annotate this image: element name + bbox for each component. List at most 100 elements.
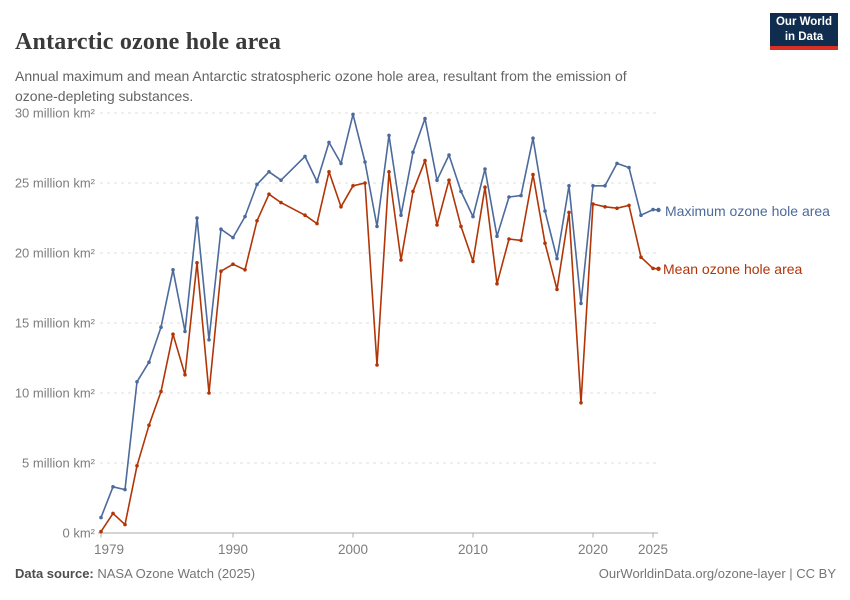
data-point-mean[interactable] bbox=[183, 373, 187, 377]
data-point-maximum[interactable] bbox=[315, 179, 319, 184]
data-point-mean[interactable] bbox=[267, 192, 271, 196]
data-point-maximum[interactable] bbox=[363, 160, 367, 164]
data-point-maximum[interactable] bbox=[327, 140, 331, 145]
data-point-mean[interactable] bbox=[99, 529, 103, 534]
legend-label-mean[interactable]: Mean ozone hole area bbox=[663, 261, 803, 277]
data-point-maximum[interactable] bbox=[531, 136, 535, 140]
data-point-mean[interactable] bbox=[531, 172, 535, 177]
data-point-mean[interactable] bbox=[495, 282, 499, 286]
data-point-mean[interactable] bbox=[459, 224, 463, 229]
data-point-maximum[interactable] bbox=[411, 150, 415, 154]
data-point-mean[interactable] bbox=[387, 170, 391, 174]
data-point-mean[interactable] bbox=[135, 464, 139, 468]
data-point-maximum[interactable] bbox=[267, 170, 271, 174]
data-point-maximum[interactable] bbox=[159, 325, 163, 330]
data-point-mean[interactable] bbox=[615, 206, 619, 210]
data-point-maximum[interactable] bbox=[279, 178, 283, 182]
data-point-maximum[interactable] bbox=[183, 329, 187, 334]
data-point-mean[interactable] bbox=[363, 181, 367, 185]
data-point-mean[interactable] bbox=[207, 391, 211, 395]
data-point-maximum[interactable] bbox=[471, 214, 475, 219]
data-point-maximum[interactable] bbox=[99, 515, 103, 520]
data-point-mean[interactable] bbox=[303, 213, 307, 217]
data-point-mean[interactable] bbox=[243, 268, 247, 272]
data-point-mean[interactable] bbox=[411, 189, 415, 194]
data-point-mean[interactable] bbox=[159, 389, 163, 394]
data-point-maximum[interactable] bbox=[507, 195, 511, 199]
data-point-maximum[interactable] bbox=[255, 182, 259, 187]
data-point-maximum[interactable] bbox=[231, 235, 235, 240]
data-point-maximum[interactable] bbox=[387, 133, 391, 138]
data-point-mean[interactable] bbox=[327, 170, 331, 174]
data-point-mean[interactable] bbox=[171, 332, 175, 337]
data-point-maximum[interactable] bbox=[351, 112, 355, 117]
data-point-maximum[interactable] bbox=[303, 154, 307, 159]
mean-line[interactable] bbox=[100, 159, 654, 533]
data-point-mean[interactable] bbox=[423, 158, 427, 163]
data-point-maximum[interactable] bbox=[243, 214, 247, 219]
data-point-maximum[interactable] bbox=[555, 256, 559, 261]
data-point-mean[interactable] bbox=[339, 205, 343, 209]
data-point-maximum[interactable] bbox=[591, 184, 595, 188]
data-point-mean[interactable] bbox=[627, 203, 631, 208]
data-point-maximum[interactable] bbox=[423, 116, 427, 121]
data-point-mean[interactable] bbox=[315, 221, 319, 226]
data-point-maximum[interactable] bbox=[375, 224, 379, 229]
data-point-mean[interactable] bbox=[219, 269, 223, 274]
data-point-mean[interactable] bbox=[123, 522, 127, 527]
data-point-maximum[interactable] bbox=[579, 301, 583, 306]
data-point-mean[interactable] bbox=[279, 200, 283, 205]
data-point-maximum[interactable] bbox=[447, 153, 451, 157]
data-point-mean[interactable] bbox=[591, 202, 595, 206]
data-point-mean[interactable] bbox=[507, 237, 511, 241]
data-point-maximum[interactable] bbox=[147, 360, 151, 365]
data-point-mean[interactable] bbox=[639, 255, 643, 259]
x-axis-tick-label: 2020 bbox=[578, 542, 608, 557]
data-point-maximum[interactable] bbox=[543, 209, 547, 213]
data-point-maximum[interactable] bbox=[639, 213, 643, 217]
data-point-mean[interactable] bbox=[255, 219, 259, 223]
data-point-maximum[interactable] bbox=[435, 178, 439, 182]
data-point-maximum[interactable] bbox=[483, 167, 487, 171]
data-point-mean[interactable] bbox=[147, 423, 151, 428]
data-point-maximum[interactable] bbox=[459, 189, 463, 194]
data-point-maximum[interactable] bbox=[495, 234, 499, 238]
data-point-mean[interactable] bbox=[567, 210, 571, 215]
data-point-maximum[interactable] bbox=[195, 216, 199, 220]
data-point-maximum[interactable] bbox=[603, 184, 607, 188]
data-point-maximum[interactable] bbox=[567, 184, 571, 188]
data-point-mean[interactable] bbox=[471, 259, 475, 264]
data-point-mean[interactable] bbox=[603, 205, 607, 209]
maximum-line[interactable] bbox=[100, 113, 654, 519]
citation-link[interactable]: OurWorldinData.org/ozone-layer | CC BY bbox=[598, 566, 836, 581]
data-point-mean[interactable] bbox=[579, 401, 583, 405]
data-point-mean[interactable] bbox=[351, 184, 355, 188]
legend-dot-mean[interactable] bbox=[656, 266, 661, 271]
data-point-mean[interactable] bbox=[375, 363, 379, 367]
legend-label-maximum[interactable]: Maximum ozone hole area bbox=[665, 203, 830, 219]
data-point-mean[interactable] bbox=[555, 287, 559, 292]
owid-logo[interactable]: Our World in Data bbox=[770, 13, 838, 50]
data-point-mean[interactable] bbox=[231, 262, 235, 267]
data-point-maximum[interactable] bbox=[519, 193, 523, 198]
data-point-maximum[interactable] bbox=[207, 338, 211, 342]
data-point-mean[interactable] bbox=[195, 261, 199, 265]
data-point-mean[interactable] bbox=[111, 511, 115, 516]
data-point-mean[interactable] bbox=[435, 223, 439, 227]
data-point-maximum[interactable] bbox=[399, 213, 403, 217]
legend-dot-maximum[interactable] bbox=[656, 207, 661, 213]
data-point-maximum[interactable] bbox=[135, 380, 139, 384]
data-point-mean[interactable] bbox=[483, 185, 487, 189]
data-point-mean[interactable] bbox=[447, 178, 451, 182]
data-point-maximum[interactable] bbox=[111, 485, 115, 489]
data-point-maximum[interactable] bbox=[339, 161, 343, 166]
data-point-mean[interactable] bbox=[399, 258, 403, 262]
data-point-maximum[interactable] bbox=[627, 165, 631, 170]
data-point-maximum[interactable] bbox=[171, 268, 175, 272]
data-point-maximum[interactable] bbox=[123, 487, 127, 492]
data-point-maximum[interactable] bbox=[615, 161, 619, 166]
data-point-maximum[interactable] bbox=[219, 227, 223, 231]
data-point-mean[interactable] bbox=[543, 241, 547, 245]
data-point-mean[interactable] bbox=[519, 238, 523, 243]
